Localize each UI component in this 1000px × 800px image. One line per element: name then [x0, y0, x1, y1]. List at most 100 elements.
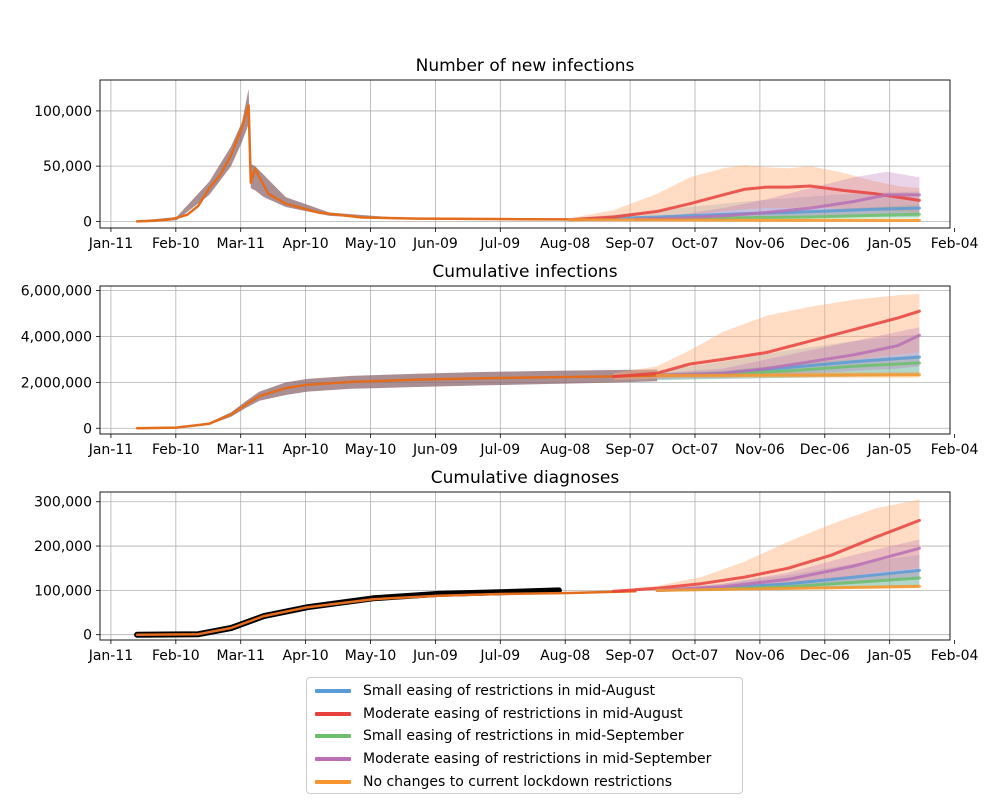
x-tick-label: Aug-08	[540, 442, 590, 458]
axes-frame	[99, 285, 951, 435]
x-tick-label: Jan-11	[88, 648, 133, 664]
legend-swatch	[315, 689, 351, 694]
legend-swatch	[315, 757, 351, 762]
x-tick-label: Mar-11	[217, 236, 265, 252]
axes-frame	[99, 491, 951, 641]
x-tick-label: May-10	[345, 236, 397, 252]
y-tick-label: 0	[83, 214, 92, 230]
x-tick-label: Jul-09	[479, 442, 520, 458]
series-line	[655, 373, 921, 377]
x-tick-label: Dec-06	[800, 648, 850, 664]
observed-data-line	[134, 587, 562, 638]
x-tick-label: Nov-06	[735, 648, 785, 664]
x-tick-label: Apr-10	[283, 648, 329, 664]
x-tick-label: Dec-06	[800, 442, 850, 458]
chart-title: Cumulative diagnoses	[431, 468, 620, 488]
y-tick-label: 0	[83, 421, 92, 437]
legend-item: Small easing of restrictions in mid-Sept…	[307, 725, 742, 748]
series-line	[568, 218, 921, 222]
axes-frame	[99, 79, 951, 229]
x-tick-label: Feb-10	[152, 648, 200, 664]
x-tick-label: Feb-10	[152, 236, 200, 252]
series-line	[612, 518, 921, 593]
x-tick-label: Oct-07	[671, 442, 718, 458]
legend-label: No changes to current lockdown restricti…	[363, 773, 672, 790]
x-tick-label: Jan-11	[88, 442, 133, 458]
series-line	[568, 184, 921, 222]
x-tick-label: Feb-04	[931, 442, 979, 458]
historical-band	[137, 369, 658, 429]
series-line	[655, 584, 921, 592]
plot-area	[134, 499, 921, 638]
x-tick-label: Dec-06	[800, 236, 850, 252]
y-tick-label: 100,000	[34, 104, 92, 120]
x-tick-label: Sep-07	[605, 236, 654, 252]
x-tick-label: Jul-09	[479, 236, 520, 252]
x-tick-label: Jun-09	[412, 236, 458, 252]
y-tick-label: 50,000	[43, 159, 92, 175]
x-tick-label: Jan-05	[866, 236, 911, 252]
x-tick-label: May-10	[345, 648, 397, 664]
x-tick-label: Aug-08	[540, 648, 590, 664]
chart-panel: Jan-11 Feb-10 Mar-11 Apr-10 May-10 Jun-09 Jul-…	[21, 262, 979, 458]
y-tick-label: 4,000,000	[21, 329, 92, 345]
x-tick-label: Jun-09	[412, 648, 458, 664]
legend-swatch	[315, 734, 351, 739]
legend-label: Small easing of restrictions in mid-Augu…	[363, 683, 655, 700]
x-tick-label: Feb-04	[931, 236, 979, 252]
series-line	[655, 333, 921, 377]
x-tick-label: Oct-07	[671, 236, 718, 252]
y-tick-label: 300,000	[34, 495, 92, 511]
x-tick-label: Jul-09	[479, 648, 520, 664]
x-tick-label: May-10	[345, 442, 397, 458]
series-band	[569, 191, 920, 221]
x-tick-label: Jun-09	[412, 442, 458, 458]
legend-label: Moderate easing of restrictions in mid-A…	[363, 705, 683, 722]
y-tick-label: 2,000,000	[21, 375, 92, 391]
x-tick-label: Mar-11	[217, 442, 265, 458]
legend-label: Moderate easing of restrictions in mid-S…	[363, 751, 712, 768]
x-tick-label: Nov-06	[735, 442, 785, 458]
x-tick-label: Aug-08	[540, 236, 590, 252]
y-tick-label: 200,000	[34, 539, 92, 555]
plot-area	[135, 88, 921, 223]
chart-panel: Jan-11 Feb-10 Mar-11 Apr-10 May-10 Jun-09 Jul-…	[34, 468, 978, 664]
x-tick-label: Sep-07	[605, 648, 654, 664]
series-band	[569, 165, 920, 221]
historical-line	[135, 104, 572, 223]
series-band	[635, 171, 920, 221]
y-tick-label: 0	[83, 628, 92, 644]
x-tick-label: Jan-11	[88, 236, 133, 252]
x-tick-label: Apr-10	[283, 236, 329, 252]
series-band	[613, 294, 920, 381]
series-line	[612, 309, 921, 379]
x-tick-label: Nov-06	[735, 236, 785, 252]
x-tick-label: Jan-05	[866, 442, 911, 458]
y-tick-label: 6,000,000	[21, 284, 92, 300]
x-tick-label: Jan-05	[866, 648, 911, 664]
x-tick-label: Feb-10	[152, 442, 200, 458]
historical-band	[137, 88, 570, 222]
series-band	[657, 570, 920, 591]
legend: Small easing of restrictions in mid-Augu…	[306, 677, 743, 794]
historical-line	[135, 590, 637, 636]
legend-swatch	[315, 711, 351, 716]
x-tick-label: Apr-10	[283, 442, 329, 458]
x-tick-label: Sep-07	[605, 442, 654, 458]
series-line	[633, 193, 921, 221]
legend-label: Small easing of restrictions in mid-Sept…	[363, 728, 684, 745]
chart-title: Number of new infections	[416, 56, 635, 76]
legend-item: No changes to current lockdown restricti…	[307, 770, 742, 793]
series-line	[655, 546, 921, 592]
chart-panel: Jan-11 Feb-10 Mar-11 Apr-10 May-10 Jun-09 Jul-…	[34, 56, 978, 252]
legend-item: Small easing of restrictions in mid-Augu…	[307, 680, 742, 703]
x-tick-label: Feb-04	[931, 648, 979, 664]
legend-swatch	[315, 779, 351, 784]
chart-title: Cumulative infections	[432, 262, 617, 282]
x-tick-label: Oct-07	[671, 648, 718, 664]
y-tick-label: 100,000	[34, 583, 92, 599]
x-tick-label: Mar-11	[217, 648, 265, 664]
legend-item: Moderate easing of restrictions in mid-S…	[307, 748, 742, 771]
legend-item: Moderate easing of restrictions in mid-A…	[307, 703, 742, 726]
